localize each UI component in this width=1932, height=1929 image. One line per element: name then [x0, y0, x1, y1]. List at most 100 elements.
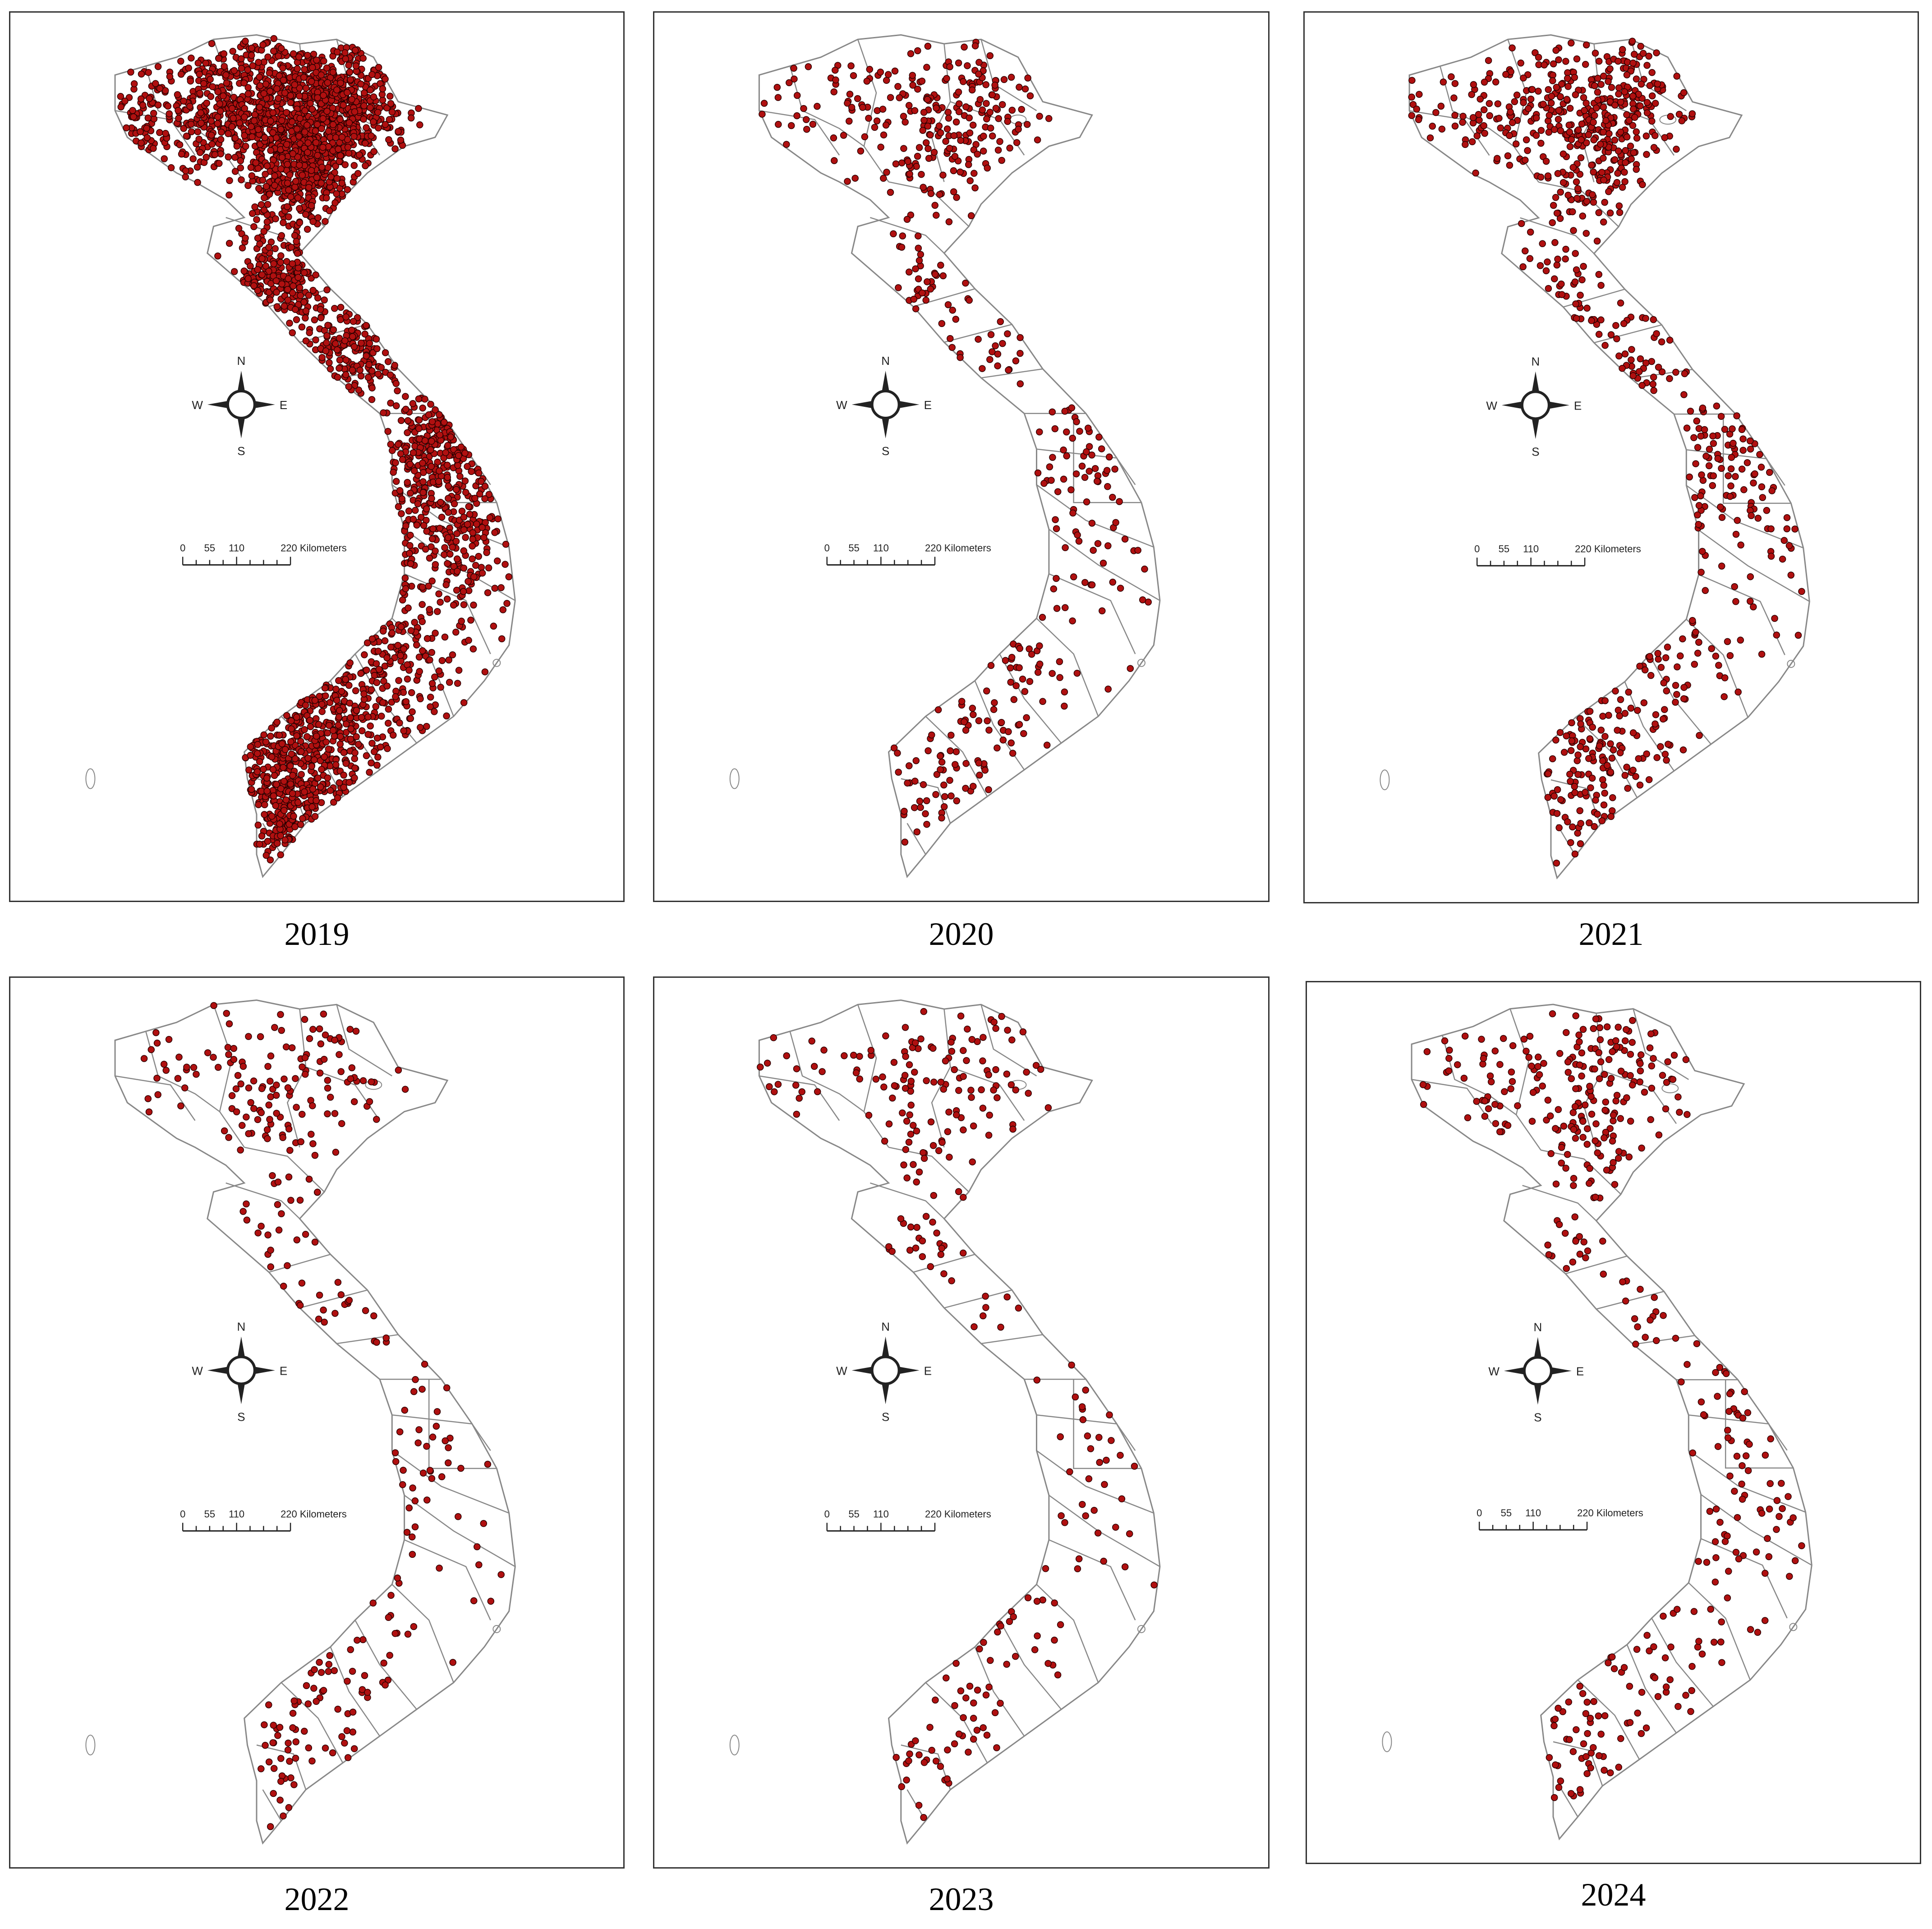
outbreak-point: [432, 547, 439, 555]
outbreak-point: [264, 838, 271, 845]
outbreak-point: [953, 797, 961, 805]
outbreak-point: [997, 318, 1004, 325]
outbreak-point: [220, 92, 227, 100]
outbreak-point: [342, 313, 350, 321]
outbreak-point: [302, 337, 310, 345]
outbreak-point: [1045, 115, 1053, 122]
outbreak-point: [427, 446, 434, 454]
outbreak-point: [314, 152, 321, 159]
outbreak-point: [240, 267, 248, 275]
outbreak-point: [321, 1318, 328, 1326]
outbreak-point: [292, 306, 299, 313]
outbreak-point: [895, 284, 902, 291]
outbreak-point: [938, 814, 945, 822]
outbreak-point: [264, 201, 271, 208]
outbreak-point: [247, 743, 254, 750]
outbreak-point: [1535, 54, 1542, 61]
outbreak-point: [345, 119, 353, 126]
outbreak-point: [1600, 218, 1607, 226]
outbreak-point: [309, 287, 317, 294]
outbreak-point: [830, 134, 837, 142]
outbreak-point: [358, 339, 365, 347]
outbreak-point: [1601, 342, 1609, 349]
outbreak-point: [1650, 144, 1658, 151]
outbreak-point: [415, 105, 422, 112]
outbreak-point: [1651, 132, 1659, 139]
outbreak-point: [335, 146, 342, 153]
outbreak-point: [232, 1085, 240, 1092]
outbreak-point: [294, 65, 301, 73]
island: [85, 1735, 96, 1756]
outbreak-point: [152, 1029, 160, 1036]
outbreak-point: [321, 684, 329, 692]
outbreak-point: [300, 74, 308, 81]
outbreak-point: [999, 340, 1006, 347]
outbreak-point: [342, 676, 349, 683]
outbreak-point: [384, 428, 391, 435]
outbreak-point: [832, 76, 839, 84]
outbreak-point: [1111, 465, 1118, 473]
compass-rose: NSW E: [836, 354, 932, 458]
outbreak-point: [387, 1592, 395, 1599]
outbreak-point: [1638, 382, 1646, 389]
outbreak-point: [322, 218, 329, 225]
outbreak-point: [321, 753, 328, 760]
outbreak-point: [1725, 472, 1732, 479]
outbreak-point: [1756, 451, 1763, 458]
outbreak-point: [1537, 174, 1545, 181]
outbreak-point: [317, 71, 325, 79]
outbreak-point: [490, 622, 497, 630]
outbreak-point: [230, 1045, 238, 1052]
outbreak-point: [409, 708, 416, 716]
outbreak-point: [1533, 114, 1540, 122]
outbreak-point: [145, 1108, 153, 1116]
outbreak-point: [487, 1598, 495, 1605]
outbreak-point: [350, 133, 358, 140]
outbreak-point: [425, 411, 432, 419]
outbreak-point: [413, 521, 421, 529]
outbreak-point: [1117, 585, 1124, 592]
outbreak-point: [407, 489, 414, 497]
outbreak-point: [193, 163, 201, 171]
outbreak-point: [1448, 73, 1455, 80]
outbreak-point: [1040, 480, 1048, 487]
outbreak-point: [983, 687, 990, 695]
outbreak-point: [250, 1077, 258, 1085]
outbreak-point: [419, 404, 426, 412]
outbreak-point: [1109, 493, 1116, 501]
outbreak-point: [1013, 139, 1021, 146]
outbreak-point: [354, 170, 362, 177]
outbreak-point: [1006, 144, 1013, 152]
outbreak-point: [334, 1705, 341, 1713]
outbreak-point: [291, 184, 299, 191]
outbreak-point: [1730, 440, 1737, 447]
outbreak-point: [859, 104, 866, 111]
outbreak-point: [1480, 106, 1488, 114]
outbreak-point: [274, 840, 281, 847]
outbreak-point: [1642, 132, 1650, 140]
outbreak-point: [987, 331, 995, 338]
outbreak-point: [1597, 81, 1605, 88]
outbreak-point: [944, 109, 952, 116]
outbreak-point: [215, 55, 222, 62]
outbreak-point: [415, 1426, 423, 1433]
outbreak-point: [350, 162, 358, 169]
outbreak-point: [928, 731, 935, 739]
outbreak-point: [994, 744, 1001, 752]
compass-needle: [1501, 401, 1522, 409]
outbreak-point: [1768, 487, 1776, 494]
outbreak-point: [915, 244, 922, 252]
scale-bar: 0 55 110 220 Kilometers: [824, 543, 991, 566]
outbreak-point: [273, 718, 281, 726]
outbreak-point: [210, 1002, 217, 1009]
outbreak-point: [1036, 642, 1043, 649]
outbreak-point: [962, 760, 970, 767]
outbreak-point: [402, 585, 409, 593]
outbreak-point: [1597, 316, 1605, 324]
outbreak-point: [127, 69, 134, 76]
outbreak-point: [362, 162, 369, 170]
outbreak-point: [936, 191, 943, 198]
outbreak-point: [416, 121, 423, 129]
compass-rose: NSW E: [192, 354, 287, 458]
outbreak-point: [1554, 170, 1562, 177]
